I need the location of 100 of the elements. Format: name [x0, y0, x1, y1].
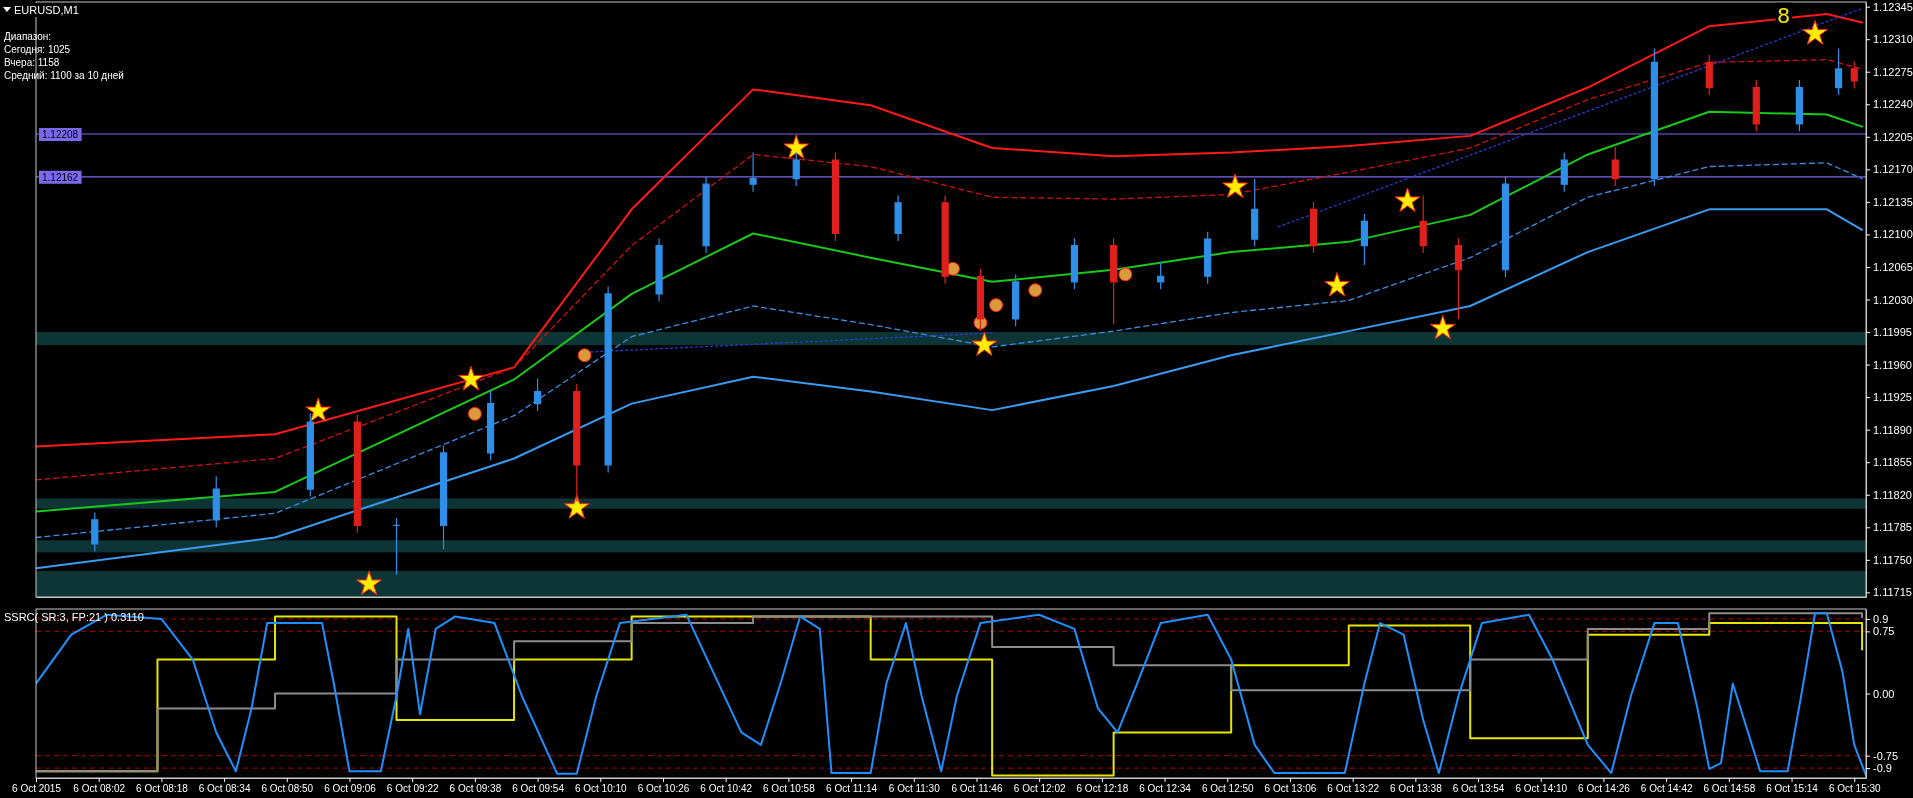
- annotation: Средний: 1100 за 10 дней: [4, 70, 124, 81]
- x-tick-label: 6 Oct 2015: [12, 783, 62, 795]
- ref-line-label: 1.12208: [42, 129, 79, 141]
- x-tick-label: 6 Oct 10:42: [700, 783, 753, 795]
- annotation: Вчера: 1158: [4, 57, 60, 68]
- candlestick: [1251, 178, 1259, 248]
- x-tick-label: 6 Oct 11:14: [826, 783, 878, 795]
- x-tick-label: 6 Oct 10:26: [637, 783, 690, 795]
- x-tick-label: 6 Oct 08:34: [198, 783, 251, 795]
- y-tick-label: 1.11855: [1873, 456, 1912, 469]
- x-tick-label: 6 Oct 09:22: [386, 783, 439, 795]
- y-tick-label: 1.12170: [1873, 163, 1913, 176]
- x-tick-label: 6 Oct 12:18: [1076, 783, 1129, 795]
- candlestick: [1454, 237, 1463, 320]
- x-tick-label: 6 Oct 13:38: [1390, 783, 1443, 795]
- candlestick: [1834, 47, 1843, 96]
- x-tick-label: 6 Oct 14:10: [1515, 783, 1568, 795]
- y-tick-label: 1.12205: [1873, 130, 1913, 143]
- x-tick-label: 6 Oct 12:02: [1013, 783, 1066, 795]
- y-tick-label: 1.11995: [1873, 326, 1912, 339]
- y-tick-label: 1.11960: [1873, 358, 1912, 371]
- y-tick-label: 1.11820: [1873, 488, 1912, 501]
- point: [1118, 267, 1133, 282]
- x-tick-label: 6 Oct 13:54: [1452, 783, 1505, 795]
- x-tick-label: 6 Oct 15:30: [1828, 783, 1882, 795]
- y-tick-label: 1.11785: [1873, 521, 1912, 534]
- candlestick: [1419, 194, 1427, 254]
- candlestick: [655, 237, 663, 302]
- x-tick-label: 6 Oct 13:06: [1264, 783, 1317, 795]
- candlestick: [573, 383, 581, 502]
- x-tick-label: 6 Oct 10:10: [574, 783, 628, 795]
- candlestick: [1204, 231, 1212, 285]
- candlestick: [604, 285, 612, 474]
- point: [577, 348, 592, 363]
- candlestick: [439, 444, 448, 551]
- line-series: [36, 208, 1864, 570]
- candlestick: [306, 412, 314, 498]
- point: [563, 494, 590, 519]
- x-tick-label: 6 Oct 09:38: [449, 783, 502, 795]
- candlestick: [749, 152, 757, 193]
- point: [971, 331, 998, 357]
- y-tick-label: 1.12310: [1873, 33, 1913, 46]
- candlestick: [1752, 79, 1760, 132]
- point: [1324, 272, 1350, 297]
- candlestick: [392, 517, 401, 576]
- point: [458, 365, 484, 391]
- x-tick-label: 6 Oct 13:22: [1327, 783, 1380, 795]
- x-tick-label: 6 Oct 14:42: [1640, 783, 1693, 795]
- candlestick: [1360, 213, 1369, 266]
- candlestick: [353, 414, 361, 534]
- x-tick-label: 6 Oct 14:26: [1578, 783, 1631, 795]
- candlestick: [1850, 60, 1858, 90]
- y-tick-label: 1.11715: [1873, 586, 1912, 599]
- x-tick-label: 6 Oct 09:06: [324, 783, 377, 795]
- point: [1028, 283, 1043, 298]
- y-tick-label: 1.11750: [1873, 553, 1912, 566]
- y-tick-label: 1.12030: [1873, 293, 1913, 306]
- x-tick-label: 6 Oct 10:58: [763, 783, 816, 795]
- y-tick-label: -0.75: [1873, 749, 1899, 762]
- y-tick-label: 0.75: [1873, 625, 1895, 638]
- y-tick-label: 1.12275: [1873, 65, 1913, 78]
- x-tick-label: 6 Oct 08:50: [261, 783, 314, 795]
- annotation: Сегодня: 1025: [4, 44, 71, 55]
- x-tick-label: 6 Oct 09:54: [512, 783, 565, 795]
- candlestick: [702, 176, 710, 254]
- y-tick-label: 1.12135: [1873, 195, 1913, 208]
- point: [783, 134, 810, 159]
- y-tick-label: 1.12240: [1873, 98, 1913, 111]
- point: [1802, 20, 1828, 45]
- x-tick-label: 6 Oct 12:34: [1139, 783, 1192, 795]
- point: [467, 406, 482, 421]
- candlestick: [1705, 54, 1713, 96]
- point: [1222, 173, 1248, 199]
- point: [989, 298, 1003, 312]
- candlestick: [1309, 201, 1318, 254]
- x-tick-label: 6 Oct 08:02: [73, 783, 126, 795]
- candlestick: [1157, 261, 1165, 290]
- y-tick-label: 0.9: [1873, 612, 1889, 625]
- candlestick: [1012, 273, 1020, 328]
- candlestick: [212, 475, 220, 528]
- candlestick: [792, 152, 800, 187]
- x-tick-label: 6 Oct 12:50: [1201, 783, 1255, 795]
- point: [356, 570, 382, 596]
- y-tick-label: 1.11890: [1873, 423, 1912, 436]
- y-tick-label: 1.12345: [1873, 0, 1913, 13]
- ref-line-label: 1.12162: [42, 171, 79, 183]
- chart-title: EURUSD,M1: [14, 4, 79, 16]
- y-tick-label: 0.00: [1873, 687, 1895, 700]
- candlestick: [486, 390, 495, 461]
- point: [1429, 314, 1456, 340]
- annotation: 8: [1777, 2, 1790, 28]
- y-tick-label: 1.12100: [1873, 228, 1913, 241]
- point: [1394, 187, 1421, 212]
- candlestick: [533, 377, 542, 412]
- x-tick-label: 6 Oct 08:18: [136, 783, 189, 795]
- candlestick: [894, 194, 902, 242]
- annotation: Диапазон:: [4, 31, 52, 42]
- x-tick-label: 6 Oct 11:46: [951, 783, 1003, 795]
- line-series: [36, 110, 1864, 513]
- y-tick-label: 1.12065: [1873, 260, 1913, 273]
